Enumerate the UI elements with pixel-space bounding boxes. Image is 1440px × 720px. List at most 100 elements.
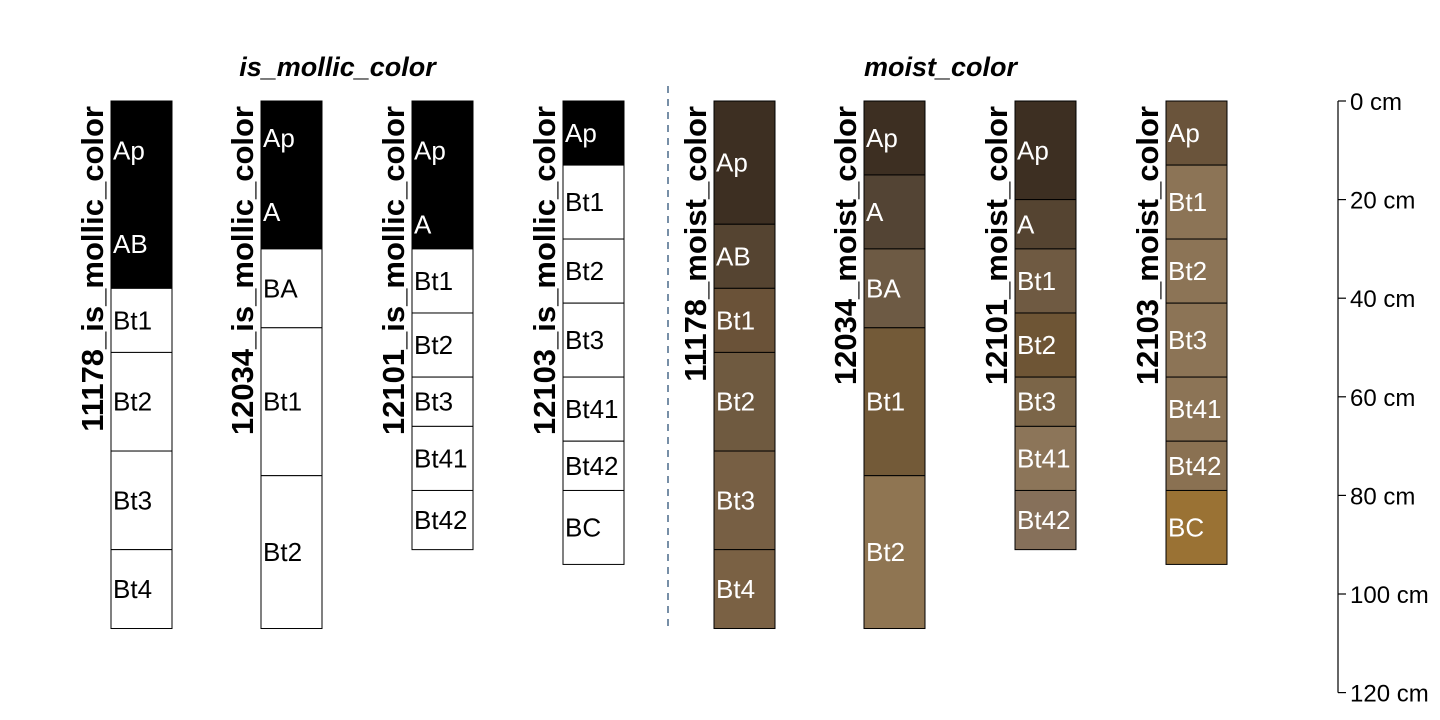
horizon-block <box>411 425 474 491</box>
horizon-block <box>1165 164 1228 240</box>
horizon-block <box>110 199 173 289</box>
horizon-block <box>1014 248 1077 314</box>
horizon-block <box>1165 100 1228 166</box>
group-title: is_mollic_color <box>239 52 437 82</box>
horizon-label: Bt3 <box>716 485 755 515</box>
horizon-label: Ap <box>565 118 597 148</box>
horizon-label: Bt2 <box>1168 256 1207 286</box>
horizon-label: Bt41 <box>414 443 468 473</box>
horizon-block <box>1165 440 1228 491</box>
horizon-label: Bt41 <box>1017 443 1071 473</box>
profile-id-label: 12034_moist_color <box>828 106 863 385</box>
horizon-block <box>260 327 323 477</box>
horizon-label: Bt1 <box>866 387 905 417</box>
profile-id-label: 11178_moist_color <box>678 106 713 382</box>
horizon-label: Bt2 <box>716 387 755 417</box>
horizon-block <box>260 174 323 250</box>
depth-tick-label: 60 cm <box>1350 385 1415 412</box>
horizon-block <box>110 287 173 353</box>
horizon-block <box>411 489 474 551</box>
horizon-label: Bt3 <box>113 485 152 515</box>
horizon-block <box>110 549 173 630</box>
horizon-label: Bt2 <box>414 330 453 360</box>
horizon-label: Bt42 <box>565 451 619 481</box>
horizon-label: Bt3 <box>1017 387 1056 417</box>
horizon-block <box>863 475 926 630</box>
horizon-label: A <box>866 197 884 227</box>
horizon-label: Bt1 <box>716 305 755 335</box>
horizon-label: Bt41 <box>565 394 619 424</box>
horizon-block <box>411 248 474 314</box>
horizon-label: Bt1 <box>113 305 152 335</box>
horizon-label: BA <box>263 273 298 303</box>
depth-tick-label: 0 cm <box>1350 89 1402 116</box>
horizon-label: Bt4 <box>113 574 152 604</box>
horizon-label: Ap <box>414 135 446 165</box>
horizon-label: Bt1 <box>263 387 302 417</box>
horizon-label: Bt2 <box>1017 330 1056 360</box>
horizon-block <box>713 223 776 289</box>
profile-id-label: 12034_is_mollic_color <box>225 106 260 435</box>
horizon-label: AB <box>716 241 751 271</box>
horizon-block <box>1165 302 1228 378</box>
horizon-label: Bt2 <box>565 256 604 286</box>
horizon-label: Bt3 <box>565 325 604 355</box>
horizon-label: Bt42 <box>414 505 468 535</box>
horizon-block <box>562 238 625 304</box>
horizon-label: Bt41 <box>1168 394 1222 424</box>
group-title: moist_color <box>864 52 1019 82</box>
horizon-block <box>1014 312 1077 378</box>
horizon-block <box>863 327 926 477</box>
depth-tick-label: 20 cm <box>1350 188 1415 215</box>
horizon-label: Bt4 <box>716 574 755 604</box>
horizon-block <box>713 351 776 452</box>
profile-id-label: 11178_is_mollic_color <box>75 106 110 432</box>
horizon-block <box>863 174 926 250</box>
horizon-block <box>1165 489 1228 565</box>
horizon-block <box>562 100 625 166</box>
horizon-label: A <box>1017 209 1035 239</box>
horizon-label: Bt1 <box>565 187 604 217</box>
horizon-block <box>562 440 625 491</box>
horizon-label: Bt3 <box>414 387 453 417</box>
horizon-label: Bt1 <box>1168 187 1207 217</box>
depth-tick-label: 100 cm <box>1350 582 1429 609</box>
depth-tick-label: 120 cm <box>1350 681 1429 708</box>
profile-id-label: 12103_is_mollic_color <box>527 106 562 435</box>
horizon-block <box>411 376 474 427</box>
horizon-label: Ap <box>716 148 748 178</box>
profile-id-label: 12103_moist_color <box>1130 106 1165 385</box>
horizon-block <box>713 100 776 225</box>
horizon-block <box>562 164 625 240</box>
horizon-block <box>713 450 776 551</box>
horizon-label: Bt2 <box>263 537 302 567</box>
horizon-label: Bt2 <box>866 537 905 567</box>
horizon-block <box>411 100 474 201</box>
horizon-label: A <box>263 197 281 227</box>
horizon-label: Bt1 <box>1017 266 1056 296</box>
depth-tick-label: 80 cm <box>1350 483 1415 510</box>
horizon-block <box>1014 425 1077 491</box>
profile-id-label: 12101_moist_color <box>979 106 1014 385</box>
horizon-block <box>713 549 776 630</box>
horizon-block <box>110 351 173 452</box>
horizon-label: BA <box>866 273 901 303</box>
horizon-block <box>1014 100 1077 201</box>
horizon-block <box>260 475 323 630</box>
horizon-block <box>110 100 173 201</box>
horizon-label: Ap <box>1168 118 1200 148</box>
horizon-label: Ap <box>263 123 295 153</box>
horizon-block <box>562 489 625 565</box>
horizon-block <box>1014 489 1077 551</box>
horizon-label: Ap <box>1017 135 1049 165</box>
horizon-label: Bt2 <box>113 387 152 417</box>
horizon-label: Ap <box>113 135 145 165</box>
horizon-label: AB <box>113 229 148 259</box>
horizon-label: BC <box>565 512 601 542</box>
horizon-label: Bt1 <box>414 266 453 296</box>
depth-tick-label: 40 cm <box>1350 286 1415 313</box>
horizon-block <box>1165 238 1228 304</box>
horizon-label: Bt3 <box>1168 325 1207 355</box>
horizon-block <box>562 376 625 442</box>
